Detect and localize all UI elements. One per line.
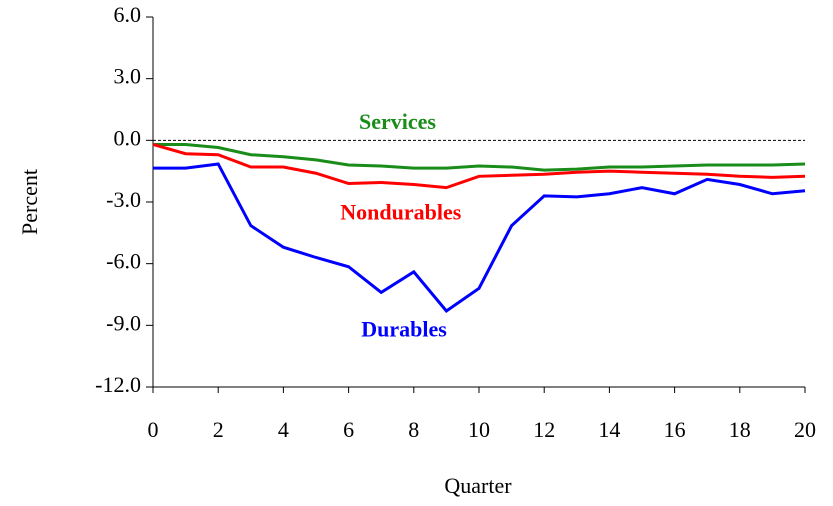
x-tick-label: 16 bbox=[664, 417, 686, 442]
x-axis-label: Quarter bbox=[444, 473, 512, 498]
series-line bbox=[153, 142, 806, 172]
series-line bbox=[153, 162, 806, 313]
y-tick-label: -9.0 bbox=[106, 310, 141, 335]
y-tick-label: -6.0 bbox=[106, 249, 141, 274]
y-tick-label: -3.0 bbox=[106, 187, 141, 212]
x-tick-label: 10 bbox=[468, 417, 490, 442]
x-tick-label: 8 bbox=[408, 417, 419, 442]
x-tick-label: 0 bbox=[148, 417, 159, 442]
x-tick-label: 14 bbox=[598, 417, 620, 442]
y-axis-label: Percent bbox=[17, 169, 42, 235]
y-tick-label: 0.0 bbox=[114, 125, 142, 150]
series-label: Services bbox=[359, 109, 436, 134]
x-tick-label: 2 bbox=[213, 417, 224, 442]
y-tick-label: 3.0 bbox=[114, 64, 142, 89]
x-tick-label: 20 bbox=[794, 417, 816, 442]
x-tick-label: 4 bbox=[278, 417, 289, 442]
x-tick-label: 18 bbox=[729, 417, 751, 442]
series-line bbox=[152, 143, 806, 190]
series-label: Nondurables bbox=[340, 199, 461, 224]
y-tick-label: 6.0 bbox=[114, 2, 142, 27]
x-tick-label: 6 bbox=[343, 417, 354, 442]
y-tick-label: -12.0 bbox=[95, 372, 141, 397]
x-tick-label: 12 bbox=[533, 417, 555, 442]
series-label: Durables bbox=[361, 317, 447, 342]
